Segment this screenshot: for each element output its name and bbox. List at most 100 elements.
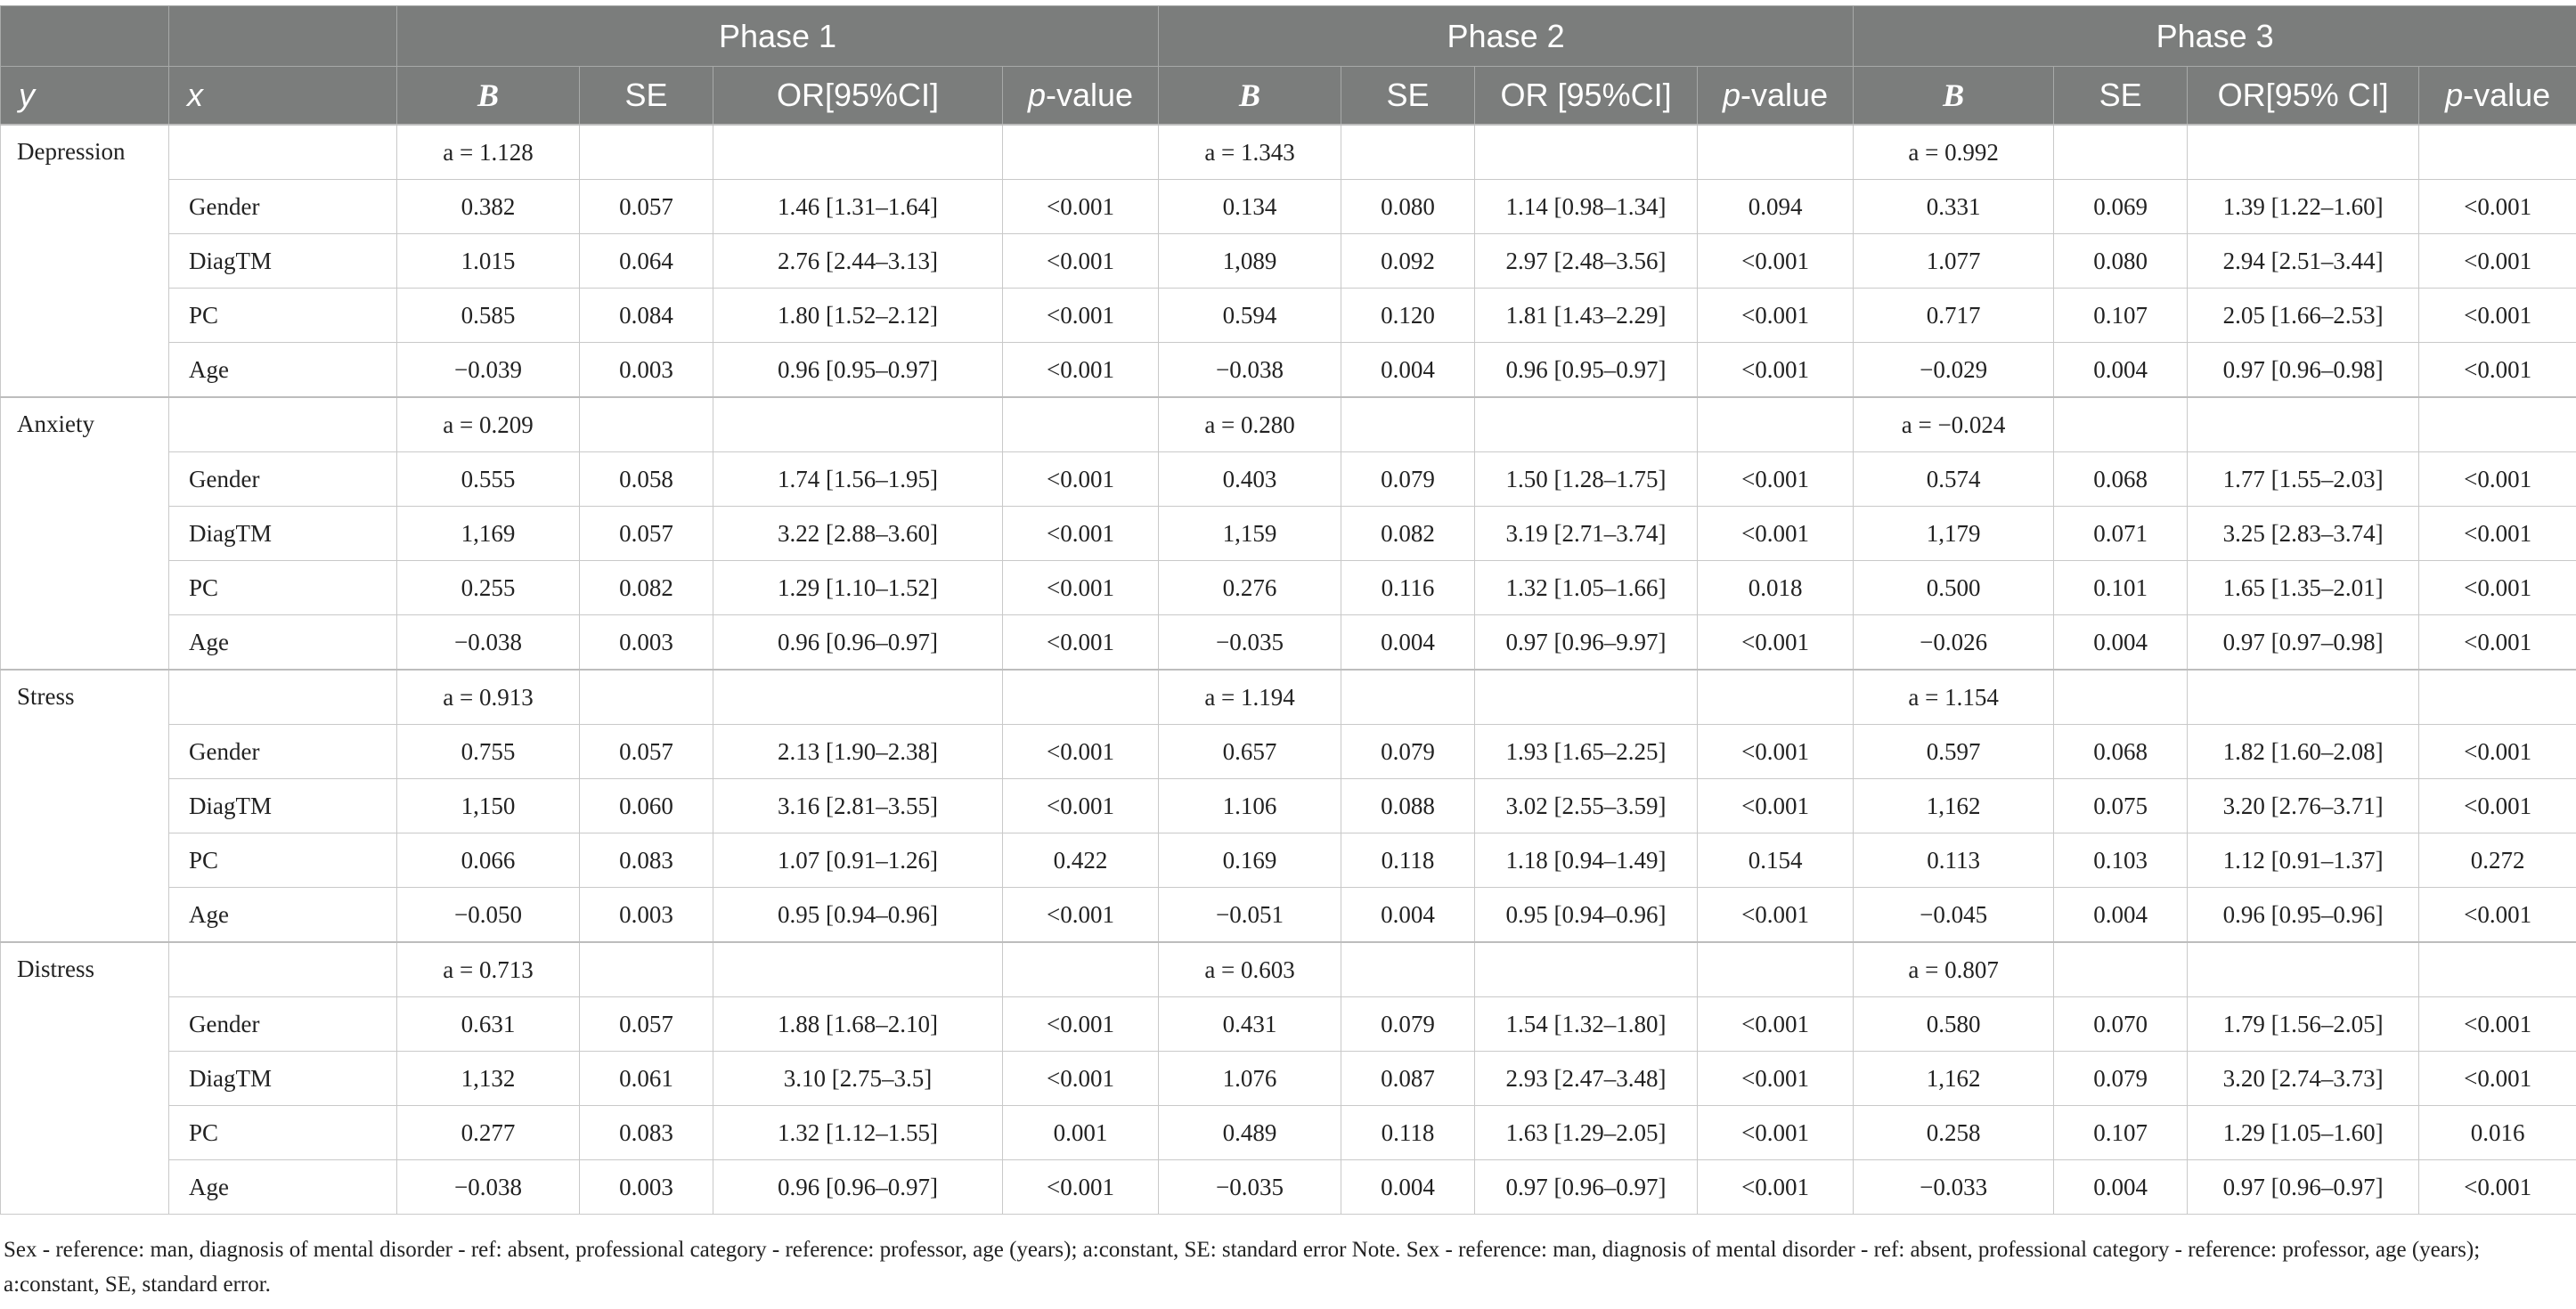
table-row: Gender 0.755 0.057 2.13 [1.90–2.38] <0.001 0.… [1,724,2576,779]
b-value-cell: 0.597 [1853,724,2055,779]
or-ci-cell: 1.74 [1.56–1.95] [713,451,1003,507]
regression-table: Phase 1 Phase 2 Phase 3 y x B SE OR[95%C… [0,5,2576,1215]
x-predictor-cell: PC [168,560,397,615]
y-outcome-cell: Depression [0,124,169,398]
p-value-cell: 0.154 [1697,833,1855,888]
se-value-cell: 0.003 [579,342,713,398]
or-ci-cell: 1.32 [1.12–1.55] [713,1105,1003,1160]
x-predictor-cell [168,124,397,180]
b-value-cell: 0.066 [396,833,580,888]
constant-cell: a = −0.024 [1853,396,2055,452]
or-ci-cell: 1.93 [1.65–2.25] [1474,724,1699,779]
or-ci-cell: 1.80 [1.52–2.12] [713,288,1003,343]
or-ci-cell: 3.02 [2.55–3.59] [1474,778,1699,833]
phase-1-header: Phase 1 [395,5,1160,67]
b-value-cell: 0.631 [396,996,580,1052]
x-predictor-cell: Gender [168,451,397,507]
x-predictor-cell: DiagTM [168,1051,397,1106]
se-value-cell: 0.103 [2053,833,2189,888]
or-column-header: OR[95% CI] [2187,66,2420,126]
y-outcome-cell: Distress [0,941,169,1215]
se-value-cell: 0.083 [579,833,713,888]
b-value-cell: −0.035 [1158,1159,1342,1215]
constant-cell: a = 1.128 [396,124,580,180]
se-value-cell: 0.003 [579,1159,713,1215]
se-column-header: SE [2053,66,2189,126]
se-value-cell: 0.068 [2053,451,2189,507]
b-value-cell: 1.076 [1158,1051,1342,1106]
p-value-cell: <0.001 [2418,1159,2576,1215]
empty-cell [579,941,713,997]
or-ci-cell: 0.97 [0.96–0.98] [2187,342,2420,398]
or-ci-cell: 2.93 [2.47–3.48] [1474,1051,1699,1106]
table-footnote: Sex - reference: man, diagnosis of menta… [4,1238,2481,1297]
or-ci-cell: 3.19 [2.71–3.74] [1474,506,1699,561]
empty-cell [713,124,1003,180]
p-value-cell: <0.001 [1697,233,1855,289]
se-value-cell: 0.004 [2053,1159,2189,1215]
se-value-cell: 0.107 [2053,288,2189,343]
or-ci-cell: 1.82 [1.60–2.08] [2187,724,2420,779]
constant-cell: a = 0.713 [396,941,580,997]
b-value-cell: 0.594 [1158,288,1342,343]
or-ci-cell: 1.46 [1.31–1.64] [713,179,1003,234]
or-ci-cell: 2.94 [2.51–3.44] [2187,233,2420,289]
empty-cell [1341,396,1476,452]
p-value-cell: <0.001 [1697,451,1855,507]
empty-cell [2418,124,2576,180]
se-value-cell: 0.079 [1341,451,1476,507]
p-value-cell: 0.016 [2418,1105,2576,1160]
table-row: PC 0.585 0.084 1.80 [1.52–2.12] <0.001 0.594 0… [1,288,2576,343]
empty-cell [1001,124,1160,180]
se-value-cell: 0.080 [2053,233,2189,289]
or-ci-cell: 2.97 [2.48–3.56] [1474,233,1699,289]
p-value-cell: <0.001 [1697,1105,1855,1160]
or-ci-cell: 2.13 [1.90–2.38] [713,724,1003,779]
or-ci-cell: 0.96 [0.96–0.97] [713,614,1003,671]
or-ci-cell: 0.97 [0.97–0.98] [2187,614,2420,671]
empty-cell [1474,396,1699,452]
empty-cell [2418,396,2576,452]
p-value-cell: <0.001 [1001,288,1160,343]
se-value-cell: 0.057 [579,179,713,234]
or-ci-cell: 1.18 [0.94–1.49] [1474,833,1699,888]
or-ci-cell: 1.81 [1.43–2.29] [1474,288,1699,343]
or-ci-cell: 1.29 [1.10–1.52] [713,560,1003,615]
p-value-cell: <0.001 [1697,506,1855,561]
or-ci-cell: 0.96 [0.96–0.97] [713,1159,1003,1215]
empty-cell [1341,941,1476,997]
p-value-cell: <0.001 [1697,614,1855,671]
b-value-cell: 0.276 [1158,560,1342,615]
or-ci-cell: 3.20 [2.76–3.71] [2187,778,2420,833]
table-row: Gender 0.631 0.057 1.88 [1.68–2.10] <0.001 0.… [1,996,2576,1052]
se-value-cell: 0.003 [579,887,713,943]
table-row: DiagTM 1.015 0.064 2.76 [2.44–3.13] <0.001 1,… [1,233,2576,289]
table-row: DiagTM 1,150 0.060 3.16 [2.81–3.55] <0.001 1.… [1,778,2576,833]
y-outcome-cell: Stress [0,669,169,943]
b-value-cell: 0.403 [1158,451,1342,507]
table-body: Depression a = 1.128 a = 1.343 a = 0.992 Gen… [0,124,2576,1215]
b-value-cell: 1.015 [396,233,580,289]
or-ci-cell: 3.22 [2.88–3.60] [713,506,1003,561]
empty-cell [1697,941,1855,997]
p-value-cell: <0.001 [1697,342,1855,398]
se-value-cell: 0.004 [2053,887,2189,943]
x-predictor-cell: DiagTM [168,778,397,833]
b-value-cell: 0.255 [396,560,580,615]
x-predictor-cell: Age [168,1159,397,1215]
b-value-cell: 1.106 [1158,778,1342,833]
p-value-cell: <0.001 [1697,778,1855,833]
se-value-cell: 0.079 [1341,996,1476,1052]
table-row: PC 0.066 0.083 1.07 [0.91–1.26] 0.422 0.169 0.… [1,833,2576,888]
se-value-cell: 0.092 [1341,233,1476,289]
constant-row: Stress a = 0.913 a = 1.194 a = 1.154 [0,669,2576,943]
p-value-cell: <0.001 [2418,724,2576,779]
se-value-cell: 0.118 [1341,1105,1476,1160]
constant-cell: a = 0.913 [396,669,580,725]
x-predictor-cell: Age [168,887,397,943]
constant-cell: a = 0.280 [1158,396,1342,452]
empty-cell [1474,669,1699,725]
se-value-cell: 0.083 [579,1105,713,1160]
b-value-cell: −0.026 [1853,614,2055,671]
b-value-cell: 0.717 [1853,288,2055,343]
